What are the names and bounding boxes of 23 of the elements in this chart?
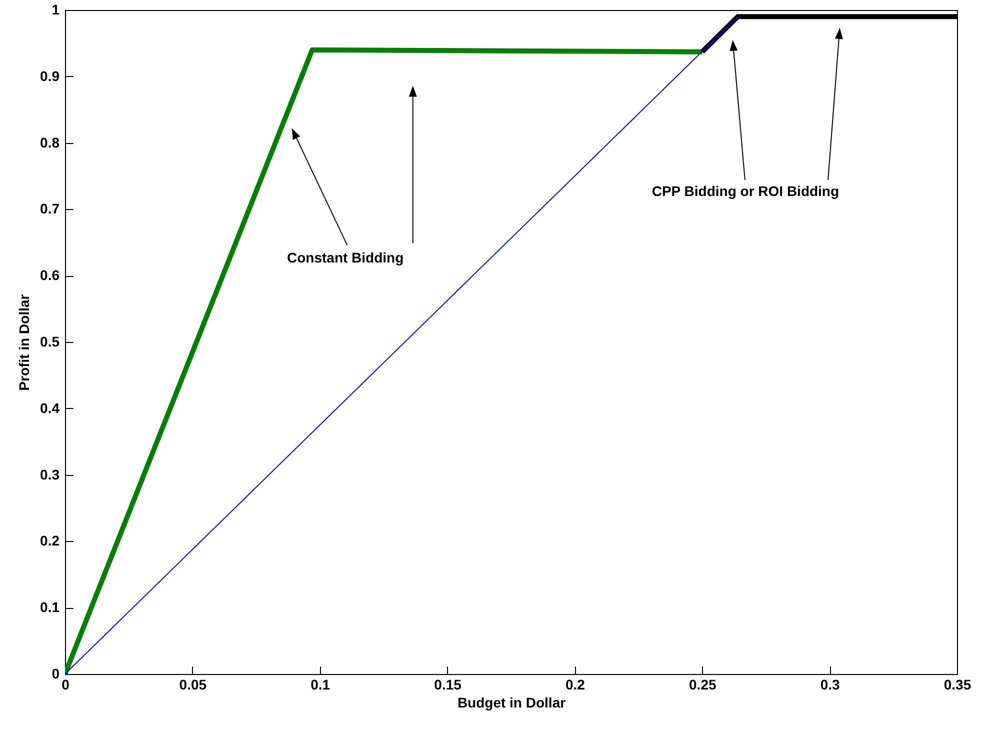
x-tick-label: 0.2 [565,676,586,692]
y-tick-label: 1 [52,2,60,18]
y-tick-label: 0.5 [40,334,60,350]
y-tick-label: 0.2 [40,532,60,549]
y-tick-label: 0.7 [40,200,60,217]
annotation: Constant Bidding [287,249,404,266]
x-tick-label: 0.3 [820,676,840,692]
y-tick-label: 0.4 [40,400,60,416]
annotation: CPP Bidding or ROI Bidding [652,182,840,199]
y-tick-label: 0.6 [40,267,60,284]
y-tick-label: 0.8 [40,134,60,150]
x-axis-title: Budget in Dollar [457,694,566,710]
y-tick-label: 0.9 [40,68,60,84]
x-tick-label: 0 [62,676,70,692]
y-tick-label: 0 [52,666,60,682]
x-tick-label: 0.25 [689,676,716,692]
x-tick-label: 0.15 [434,676,462,692]
y-axis-title: Profit in Dollar [16,294,32,391]
x-tick-label: 0.05 [179,676,207,692]
y-tick-label: 0.3 [40,466,60,482]
y-tick-label: 0.1 [40,599,60,616]
x-tick-label: 0.1 [310,676,330,692]
x-tick-label: 0.35 [944,676,972,692]
